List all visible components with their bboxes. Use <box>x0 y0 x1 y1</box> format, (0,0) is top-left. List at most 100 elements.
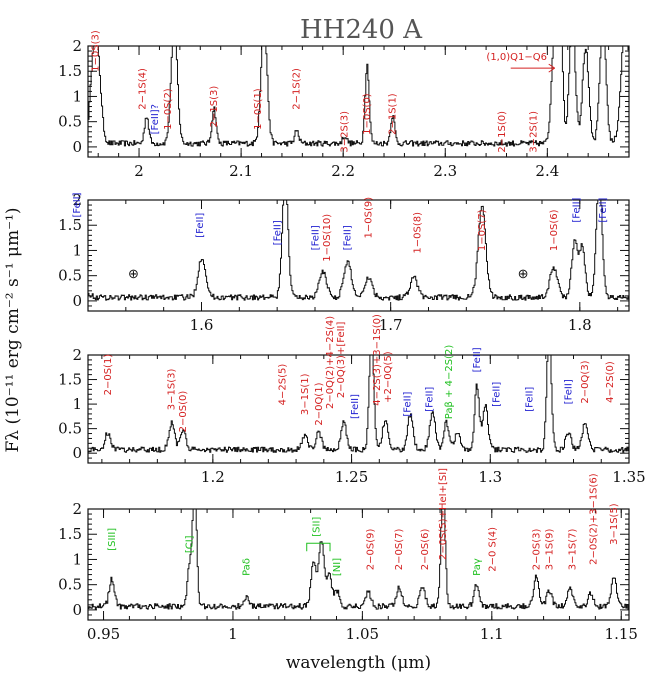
line-label: [FeII] <box>350 394 361 419</box>
panel-4: 0 0.5 1 1.5 2 0.95 1 1.05 1.1 1.15 [SIII] [CI] Paδ [S… <box>58 468 638 673</box>
x-tick-label: 0.95 <box>87 625 120 643</box>
line-label: [FeII] <box>311 225 322 250</box>
x-tick-label: 2 <box>134 162 144 180</box>
line-label: [NI] <box>332 558 343 576</box>
x-tick-label: 1.3 <box>478 468 502 486</box>
line-label: 1−0S(0) <box>362 93 373 135</box>
line-label: [SIII] <box>107 528 118 551</box>
line-label: 2−0Q(3) <box>580 360 591 403</box>
line-label: 1−0S(10) <box>322 214 333 262</box>
line-label: 2−1S(4) <box>138 68 149 110</box>
line-label: 4−2S(0) <box>605 361 616 403</box>
line-label: 2−0S(7) <box>394 528 405 570</box>
line-label: 3−1S(5) <box>609 503 620 545</box>
y-tick-label: 0.5 <box>58 113 82 131</box>
line-label: 2−0S(3) <box>531 528 542 570</box>
y-axis-label: Fλ (10⁻¹¹ erg cm⁻² s⁻¹ μm⁻¹) <box>3 207 23 452</box>
line-label: [CI] <box>185 535 196 553</box>
line-label: 4−2S(5) <box>278 364 289 406</box>
y-tick-label: 1.5 <box>58 371 82 389</box>
y-tick-label: 2 <box>72 346 82 364</box>
line-label: [FeII] <box>564 379 575 404</box>
y-tick-label: 0.5 <box>58 576 82 594</box>
y-tick-label: 1.5 <box>58 62 82 80</box>
line-label: [FeII] <box>525 387 536 412</box>
line-label: 1−0S(7) <box>477 209 488 251</box>
line-label: 2−1S(2) <box>292 68 303 110</box>
line-label: 3−2S(1) <box>529 111 540 153</box>
line-label: 1−0S(9) <box>364 197 375 239</box>
panel-3: 00.511.521.2 1.25 1.3 1.352−0S(1) 3−1S(3)2−0… <box>58 314 646 486</box>
line-label: [FeII] <box>598 197 609 222</box>
line-label: [FeII]? <box>150 104 161 134</box>
x-tick-label: 1.25 <box>335 468 368 486</box>
y-tick-label: 0 <box>72 601 82 619</box>
x-tick-label: 1.15 <box>605 625 638 643</box>
line-label: [FeII] <box>491 382 502 407</box>
y-tick-label: 1.5 <box>58 216 82 234</box>
line-label: 3−1S(3) <box>167 368 178 410</box>
spectrum-line <box>88 200 629 301</box>
line-label: [FeII] <box>425 387 436 412</box>
y-tick-label: 0.5 <box>58 420 82 438</box>
y-tick-label: 2 <box>72 37 82 55</box>
line-label: 2−0S(2)+3−1S(6) <box>588 473 599 565</box>
line-label: [FeII] <box>572 197 583 222</box>
line-label: (1,0)Q1−Q6 <box>486 52 547 63</box>
line-label: [FeII] <box>72 192 83 217</box>
panel-2: 0 0.5 1 1.5 2 1.6 1.7 1.8 [FeII] [FeII] [FeII] [FeI… <box>58 191 630 334</box>
line-label: 2−0S(0) <box>178 391 189 433</box>
line-label: 2−0 S(4) <box>487 527 498 572</box>
y-tick-label: 1 <box>72 395 82 413</box>
line-label: 1−0S(1) <box>253 88 264 130</box>
panels: 00.511.522 2.1 2.2 2.3 2.41−0S(3)2−1S(4)[FeI… <box>58 30 646 673</box>
y-tick-label: 2 <box>72 500 82 518</box>
line-label: 1−0S(2) <box>163 88 174 130</box>
line-label: [SII] <box>311 517 322 537</box>
line-label: 2−0S(1) <box>103 354 114 396</box>
x-tick-label: 1.1 <box>480 625 504 643</box>
doublet-bracket <box>306 542 331 552</box>
x-tick-label: 1.7 <box>379 316 403 334</box>
x-tick-label: 1.8 <box>568 316 592 334</box>
x-tick-label: 1 <box>228 625 238 643</box>
line-label: 2−0S(6) <box>420 528 431 570</box>
x-tick-label: 1.35 <box>612 468 645 486</box>
x-tick-label: 2.3 <box>433 162 457 180</box>
x-tick-label: 1.2 <box>201 468 225 486</box>
line-label: 2−0Q(2)+4−2S(4) <box>325 316 336 409</box>
x-axis-label: wavelength (μm) <box>286 653 431 673</box>
line-label: 4−2S(3)+3−1S(0) <box>372 314 383 406</box>
y-tick-label: 1 <box>72 87 82 105</box>
x-tick-label: 2.2 <box>331 162 355 180</box>
y-tick-label: 1 <box>72 550 82 568</box>
line-label: 3−1S(1) <box>300 373 311 415</box>
panel-1: 0 0.5 1 1.5 2 2 2.1 2.2 2.3 2.4 1−0S(3) 2−1S(4)[FeI… <box>58 30 630 180</box>
y-tick-label: 1 <box>72 241 82 259</box>
line-label: Paβ + 4−2S(2) <box>444 345 455 420</box>
line-label: [FeII] <box>195 213 206 238</box>
line-label: 1−0S(3) <box>91 30 102 72</box>
y-tick-label: 0 <box>72 444 82 462</box>
line-label: 2−1S(0) <box>497 111 508 153</box>
telluric-marker: ⊕ <box>128 266 139 281</box>
x-tick-label: 2.4 <box>535 162 559 180</box>
line-label: 1−0S(6) <box>549 209 560 251</box>
line-label: [FeII] <box>403 391 414 416</box>
line-label: 2−1S(1) <box>388 93 399 135</box>
y-tick-label: 0.5 <box>58 267 82 285</box>
line-label: 2−0Q(3)+[FeII] <box>336 322 347 399</box>
spectrum-line <box>88 509 629 610</box>
x-tick-label: 1.05 <box>346 625 379 643</box>
line-label: [FeII] <box>273 220 284 245</box>
line-label: 3−1S(9) <box>544 528 555 570</box>
y-tick-label: 0 <box>72 138 82 156</box>
line-label: Paγ <box>472 558 483 576</box>
y-tick-label: 2 <box>72 191 82 209</box>
line-label: 1−0S(8) <box>413 212 424 254</box>
telluric-marker: ⊕ <box>518 266 529 281</box>
x-tick-label: 2.1 <box>229 162 253 180</box>
line-label: 3−1S(7) <box>568 528 579 570</box>
line-label: +2−0Q(5) <box>383 351 394 403</box>
spectrum-line <box>88 46 629 147</box>
